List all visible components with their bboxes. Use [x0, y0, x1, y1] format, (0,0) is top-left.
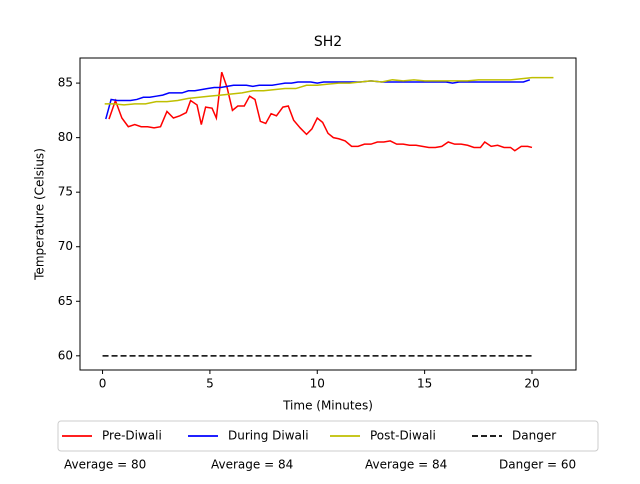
x-tick-label: 15	[417, 377, 432, 391]
chart-title: SH2	[314, 34, 342, 50]
x-tick-label: 10	[310, 377, 325, 391]
data-line	[104, 76, 554, 106]
x-tick-label: 20	[524, 377, 539, 391]
y-tick-label: 70	[58, 239, 73, 253]
legend-label: Danger	[512, 429, 556, 443]
annotation: Average = 84	[365, 458, 447, 472]
y-tick-label: 65	[58, 294, 73, 308]
annotation: Average = 80	[64, 458, 146, 472]
data-line	[108, 71, 533, 152]
x-axis-label: Time (Minutes)	[282, 399, 373, 413]
legend-label: Post-Diwali	[370, 429, 436, 443]
x-tick-label: 0	[99, 377, 107, 391]
legend-label: Pre-Diwali	[102, 429, 162, 443]
y-tick-label: 75	[58, 185, 73, 199]
y-tick-label: 60	[58, 348, 73, 362]
annotation: Danger = 60	[499, 458, 576, 472]
y-tick-label: 80	[58, 130, 73, 144]
data-line	[105, 79, 531, 120]
x-tick-label: 5	[206, 377, 214, 391]
y-tick-label: 85	[58, 76, 73, 90]
annotation: Average = 84	[211, 458, 293, 472]
legend-label: During Diwali	[228, 429, 309, 443]
legend-box	[57, 420, 599, 452]
y-axis-label: Temperature (Celsius)	[33, 148, 47, 281]
plot-frame	[79, 57, 577, 371]
